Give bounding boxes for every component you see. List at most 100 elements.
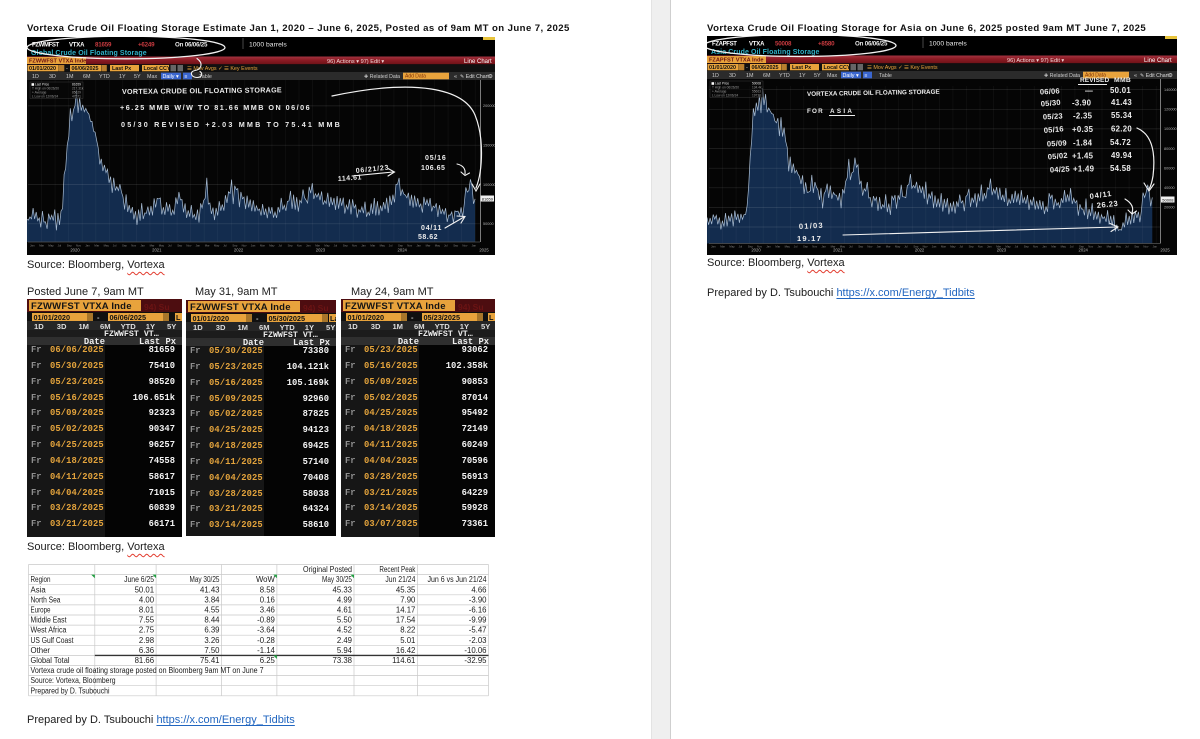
svg-text:5Y: 5Y <box>134 74 141 80</box>
svg-text:VTXA: VTXA <box>69 43 85 49</box>
svg-text:Jul: Jul <box>334 244 338 248</box>
svg-text:-0.28: -0.28 <box>257 635 275 644</box>
svg-text:73.38: 73.38 <box>332 656 352 665</box>
svg-text:Jan: Jan <box>821 245 826 249</box>
svg-text:Local CCY: Local CCY <box>824 65 851 71</box>
svg-text:May: May <box>269 244 275 248</box>
svg-text:4.00: 4.00 <box>139 595 155 604</box>
svg-text:3D: 3D <box>729 73 736 79</box>
svg-text:Sep: Sep <box>67 244 72 248</box>
svg-text:«: « <box>1134 73 1137 79</box>
svg-text:Sep: Sep <box>177 244 182 248</box>
svg-text:Sep: Sep <box>232 244 237 248</box>
svg-text:6M: 6M <box>83 74 91 80</box>
svg-text:Recent Peak: Recent Peak <box>379 565 415 574</box>
svg-text:7.90: 7.90 <box>400 595 416 604</box>
svg-text:06/06/2025: 06/06/2025 <box>72 66 99 72</box>
svg-text:Daily ▾: Daily ▾ <box>843 73 859 79</box>
svg-text:6M: 6M <box>763 73 771 79</box>
svg-text:80000: 80000 <box>1164 147 1175 151</box>
svg-text:-5.47: -5.47 <box>469 625 487 634</box>
svg-text:Jul: Jul <box>58 244 62 248</box>
svg-text:Last Price: Last Price <box>35 83 49 87</box>
svg-text:2022: 2022 <box>915 248 925 253</box>
svg-text:04/11: 04/11 <box>421 225 442 232</box>
svg-text:2021: 2021 <box>152 248 162 253</box>
svg-text:Nov: Nov <box>242 244 248 248</box>
svg-text:US Gulf Coast: US Gulf Coast <box>31 635 75 644</box>
svg-text:May: May <box>950 245 956 249</box>
svg-text:Table: Table <box>199 74 212 80</box>
svg-text:Mar: Mar <box>996 245 1001 249</box>
svg-text:1000 barrels: 1000 barrels <box>249 42 287 49</box>
svg-text:06/06: 06/06 <box>1040 86 1060 96</box>
svg-text:Jul: Jul <box>1070 245 1074 249</box>
svg-text:T High on 06/26/20: T High on 06/26/20 <box>712 86 739 90</box>
svg-text:Sep: Sep <box>913 245 918 249</box>
svg-text:Jan: Jan <box>251 244 256 248</box>
svg-text:May: May <box>435 244 441 248</box>
svg-text:120000: 120000 <box>1164 108 1177 112</box>
svg-text:✚ Related Data: ✚ Related Data <box>364 74 400 80</box>
svg-text:Jul: Jul <box>794 245 798 249</box>
svg-text:Jul: Jul <box>1125 245 1129 249</box>
svg-text:2023: 2023 <box>316 248 326 253</box>
svg-text:55663: 55663 <box>752 90 761 94</box>
svg-text:4.99: 4.99 <box>337 595 352 604</box>
svg-text:50008: 50008 <box>1162 197 1174 202</box>
svg-text:19736: 19736 <box>752 94 761 98</box>
svg-text:Sep: Sep <box>748 245 753 249</box>
svg-text:2.75: 2.75 <box>139 625 155 634</box>
svg-text:14.17: 14.17 <box>396 605 416 614</box>
svg-text:6.39: 6.39 <box>204 625 219 634</box>
svg-text:Asia: Asia <box>31 585 47 594</box>
svg-text:58.62: 58.62 <box>418 234 438 241</box>
svg-text:Nov: Nov <box>352 244 358 248</box>
svg-text:+1.49: +1.49 <box>1073 165 1095 174</box>
svg-text:2025: 2025 <box>479 248 489 253</box>
svg-text:50000: 50000 <box>483 222 494 226</box>
svg-text:May: May <box>840 245 846 249</box>
svg-text:Jan: Jan <box>85 244 90 248</box>
svg-text:Mar: Mar <box>831 245 836 249</box>
svg-text:-10.06: -10.06 <box>464 645 486 654</box>
svg-text:Sep: Sep <box>1024 245 1029 249</box>
svg-text:81659: 81659 <box>95 42 112 49</box>
svg-text:8.22: 8.22 <box>400 625 415 634</box>
svg-text:1D: 1D <box>32 74 39 80</box>
svg-text:Nov: Nov <box>76 244 82 248</box>
svg-text:+1.45: +1.45 <box>1072 152 1094 161</box>
svg-text:1Y: 1Y <box>119 74 126 80</box>
svg-text:7.55: 7.55 <box>139 615 155 624</box>
svg-text:Jan: Jan <box>1153 245 1158 249</box>
svg-text:3.84: 3.84 <box>204 595 220 604</box>
svg-text:114.61: 114.61 <box>392 656 415 665</box>
svg-text:41.43: 41.43 <box>1111 98 1132 107</box>
svg-text:2022: 2022 <box>234 248 244 253</box>
svg-text:100000: 100000 <box>483 183 495 187</box>
svg-text:FZAPFST: FZAPFST <box>712 42 737 48</box>
svg-text:Sep: Sep <box>1134 245 1139 249</box>
svg-text:40000: 40000 <box>1164 186 1175 190</box>
svg-text:≡: ≡ <box>865 73 868 79</box>
svg-text:Nov: Nov <box>757 245 763 249</box>
svg-text:Mar: Mar <box>941 245 946 249</box>
svg-text:Jul: Jul <box>389 244 393 248</box>
svg-text:Sep: Sep <box>288 244 293 248</box>
svg-text:05/23: 05/23 <box>1043 111 1063 121</box>
svg-text:50.01: 50.01 <box>135 585 155 594</box>
svg-text:Last Px: Last Px <box>792 65 811 71</box>
svg-text:Nov: Nov <box>1088 245 1094 249</box>
svg-text:Nov: Nov <box>1033 245 1039 249</box>
svg-text:50008: 50008 <box>775 41 792 48</box>
svg-text:05/02: 05/02 <box>1047 151 1068 162</box>
svg-text:106.65: 106.65 <box>421 165 445 172</box>
svg-text:Mar: Mar <box>150 244 155 248</box>
svg-text:May: May <box>1116 245 1122 249</box>
svg-text:May: May <box>214 244 220 248</box>
svg-text:Global Crude Oil Floating Stor: Global Crude Oil Floating Storage <box>31 50 147 57</box>
svg-text:20000: 20000 <box>1164 206 1175 210</box>
svg-text:54.72: 54.72 <box>1110 138 1131 147</box>
svg-text:4.52: 4.52 <box>337 625 352 634</box>
svg-text:Nov: Nov <box>812 245 818 249</box>
